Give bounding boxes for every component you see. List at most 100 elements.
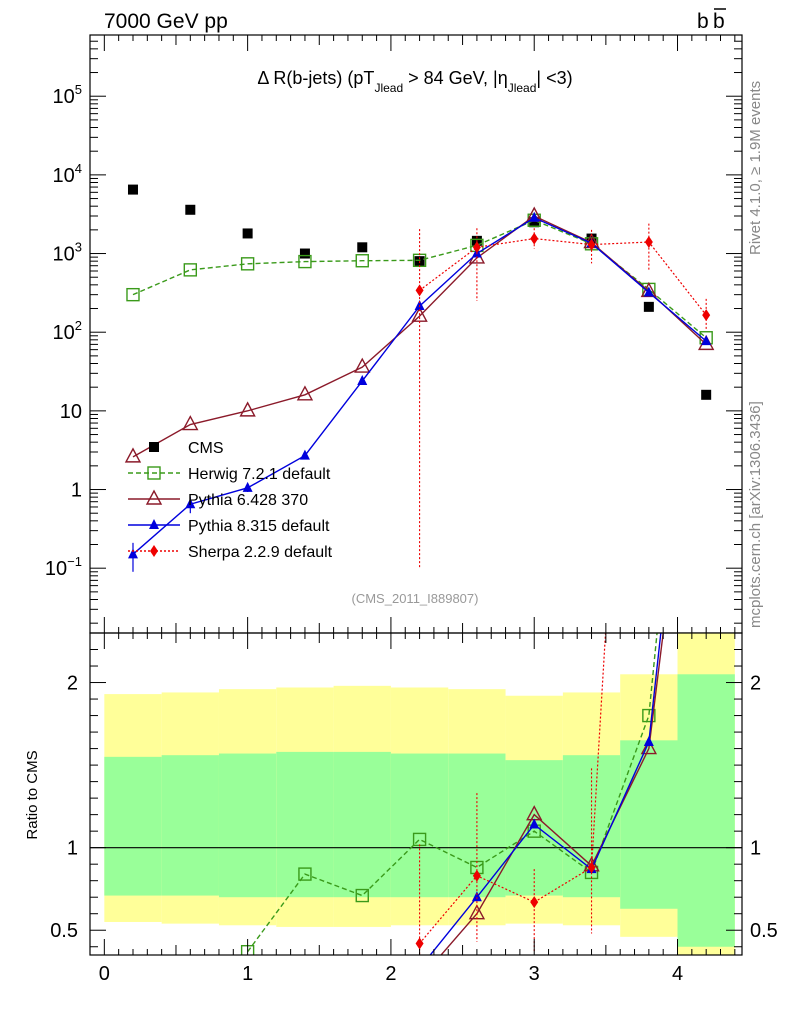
pythia6-line	[132, 215, 707, 458]
x-tick-label: 0	[99, 963, 110, 985]
title-end: | <3)	[536, 68, 572, 88]
legend-label: Sherpa 2.2.9 default	[188, 544, 333, 561]
y-tick-exp: 3	[75, 240, 82, 255]
process-label-b: b	[697, 10, 709, 33]
cms-marker	[242, 228, 253, 239]
pythia8-ratio-series	[429, 633, 662, 955]
sherpa-marker	[530, 896, 539, 909]
herwig-marker	[642, 708, 656, 723]
ratio-bands	[104, 633, 735, 955]
x-tick-label: 2	[385, 963, 396, 985]
herwig-marker	[298, 867, 312, 881]
ratio-frame	[89, 632, 743, 956]
herwig-marker	[183, 263, 198, 277]
y-tick-label: 103	[53, 240, 82, 266]
process-label-bbar: b	[713, 10, 725, 33]
y-tick-label: 10	[60, 401, 82, 423]
pythia6-ratio-line	[440, 633, 664, 955]
sherpa-marker	[415, 937, 424, 950]
sherpa-marker	[150, 545, 158, 557]
pythia8-marker	[414, 300, 425, 311]
energy-label: 7000 GeV pp	[104, 10, 228, 33]
herwig-ratio-line	[247, 633, 658, 953]
ratio-y-tick-label: 1	[67, 838, 78, 860]
pythia8-marker	[185, 498, 196, 509]
pythia8-marker	[643, 735, 654, 746]
x-axis: 0 1 2 3 4	[99, 35, 736, 985]
title-sub-2: Jlead	[508, 81, 537, 95]
herwig-marker	[355, 254, 369, 268]
y-tick-base: 10	[53, 244, 75, 266]
band-inner-bin	[276, 751, 334, 898]
legend: CMS Herwig 7.2.1 default Pythia 6.428 370 P…	[128, 440, 333, 561]
ratio-data	[240, 633, 664, 955]
legend-entry-herwig: Herwig 7.2.1 default	[128, 466, 331, 483]
ratio-y-tick-label-right: 1	[750, 838, 761, 860]
ratio-ylabel: Ratio to CMS	[24, 750, 41, 839]
band-inner-bin	[390, 753, 449, 898]
y-tick-base: 1	[71, 480, 82, 502]
cms-marker	[701, 389, 712, 400]
cms-marker	[414, 256, 425, 267]
y-tick-base: 10	[53, 86, 75, 108]
x-tick-label: 1	[242, 963, 253, 985]
title-sub-1: Jlead	[374, 81, 403, 95]
analysis-watermark: (CMS_2011_I889807)	[352, 591, 479, 606]
pythia8-marker	[357, 374, 368, 385]
legend-entry-cms: CMS	[149, 440, 224, 457]
legend-entry-sherpa: Sherpa 2.2.9 default	[128, 544, 333, 561]
sherpa-marker	[587, 238, 596, 251]
pythia6-marker	[239, 401, 256, 417]
sherpa-marker	[530, 232, 539, 245]
title-mid: > 84 GeV, |η	[403, 68, 508, 88]
legend-entry-pythia8: Pythia 8.315 default	[128, 518, 330, 535]
cms-marker	[185, 204, 196, 215]
ratio-y-tick-label-right: 0.5	[750, 920, 778, 942]
y-tick-exp: −1	[67, 554, 82, 569]
cms-marker	[643, 301, 654, 312]
y-tick-label: 10−1	[45, 554, 82, 580]
cms-marker	[127, 184, 138, 195]
y-tick-label: 1	[71, 480, 82, 502]
pythia6-marker	[145, 489, 163, 505]
cms-marker	[529, 217, 540, 228]
legend-label: Pythia 6.428 370	[188, 492, 308, 509]
rivet-label: Rivet 4.1.0, ≥ 1.9M events	[747, 81, 764, 255]
sherpa-line	[419, 237, 707, 316]
legend-label: Pythia 8.315 default	[188, 518, 330, 535]
sherpa-marker	[644, 236, 653, 249]
cms-marker	[149, 442, 159, 452]
pythia8-marker	[299, 449, 310, 460]
plot-title: Δ R(b-jets) (pTJlead > 84 GeV, |ηJlead| …	[257, 68, 572, 95]
ratio-y-tick-label: 2	[67, 673, 78, 695]
pythia8-marker	[529, 818, 540, 829]
band-inner-bin	[161, 755, 219, 896]
sherpa-marker	[702, 309, 711, 322]
cms-marker	[299, 248, 310, 259]
y-tick-base: 10	[60, 401, 82, 423]
pythia8-marker	[471, 891, 482, 902]
sherpa-marker	[472, 869, 481, 882]
band-inner-bin	[677, 674, 735, 947]
cms-marker	[357, 242, 368, 253]
x-tick-label: 3	[529, 963, 540, 985]
pythia8-marker	[701, 335, 712, 346]
sherpa-ratio-series	[415, 633, 607, 955]
y-tick-label: 104	[53, 161, 82, 187]
title-main: Δ R(b-jets) (pT	[257, 68, 374, 88]
herwig-marker	[355, 888, 369, 903]
pythia8-marker	[127, 548, 138, 559]
sherpa-marker	[587, 861, 596, 874]
y-tick-exp: 4	[75, 161, 82, 176]
ratio-y-tick-label: 0.5	[50, 920, 78, 942]
y-tick-base: 10	[45, 558, 67, 580]
band-inner-bin	[218, 753, 277, 898]
mcplots-label: mcplots.cern.ch [arXiv:1306.3436]	[747, 401, 764, 628]
legend-label: Herwig 7.2.1 default	[188, 466, 331, 483]
pythia8-ratio-line	[429, 633, 662, 955]
legend-entry-pythia6: Pythia 6.428 370	[128, 489, 308, 509]
main-data	[124, 184, 715, 572]
